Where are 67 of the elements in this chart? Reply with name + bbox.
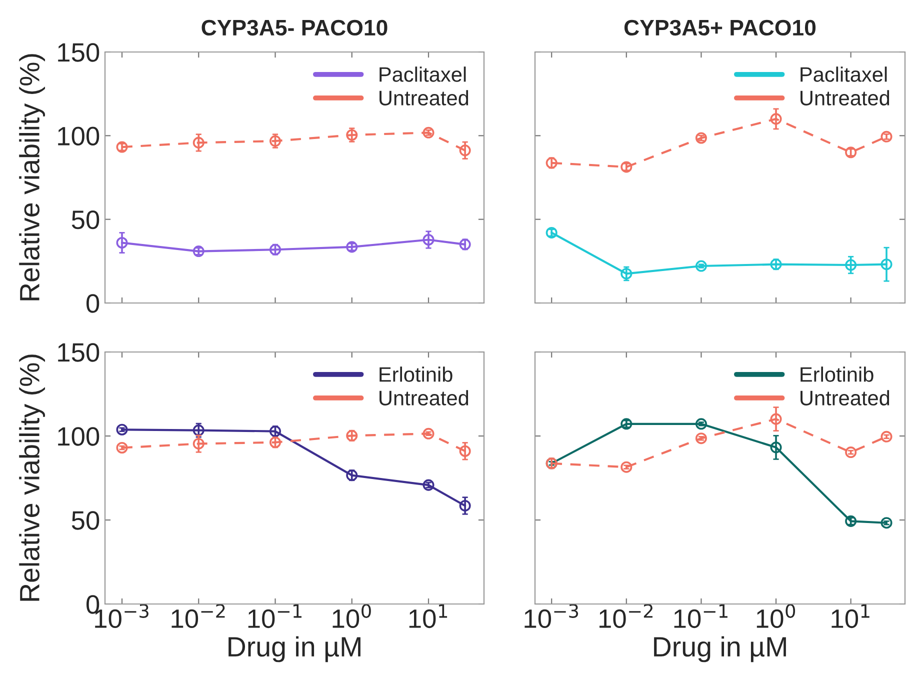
point [770, 413, 782, 425]
x-tick-label: 10$^{−1}$ [674, 604, 728, 628]
point [346, 430, 358, 442]
x-tick-label: 10$^{1}$ [832, 604, 870, 628]
point [346, 241, 358, 253]
y-tick-label: 100 [58, 427, 100, 446]
y-tick-label: 150 [58, 43, 100, 62]
legend-label: Erlotinib [800, 366, 874, 382]
point [192, 438, 204, 450]
x-tick-label: 10$^{1}$ [409, 604, 448, 628]
legend-label: Paclitaxel [380, 66, 466, 82]
x-tick-label: 10$^{−2}$ [600, 604, 652, 628]
point [422, 126, 434, 138]
point [116, 141, 128, 153]
x-tick-label: 10$^{−2}$ [172, 604, 225, 628]
point [422, 234, 434, 246]
point [845, 446, 857, 458]
legend-label: Untreated [800, 390, 890, 406]
point [116, 442, 128, 454]
y-tick-label: 50 [72, 210, 100, 230]
y-axis-title: Relative viability (%) [19, 354, 46, 601]
point [770, 113, 782, 125]
point [620, 268, 632, 280]
y-tick-label: 0 [86, 294, 100, 313]
legend-label: Untreated [380, 90, 468, 106]
point [192, 424, 204, 436]
y-tick-label: 150 [58, 343, 100, 362]
point [269, 426, 282, 438]
point [192, 246, 204, 258]
point [346, 129, 358, 141]
point [269, 135, 282, 147]
legend-label: Untreated [380, 390, 468, 406]
point [116, 236, 128, 249]
point [695, 260, 707, 272]
chart-title: CYP3A5- PACO10 [202, 20, 388, 36]
y-tick-label: 100 [58, 126, 100, 146]
point [269, 244, 282, 256]
point [422, 428, 434, 440]
point [770, 258, 782, 270]
point [192, 136, 204, 148]
point [695, 432, 707, 444]
point [845, 146, 857, 158]
chart-title: CYP3A5+ PACO10 [624, 20, 816, 36]
point [695, 132, 707, 144]
point [845, 259, 857, 271]
point [546, 157, 558, 169]
x-axis-title: Drug in µM [654, 636, 786, 662]
legend-label: Paclitaxel [800, 66, 887, 82]
x-axis-title: Drug in µM [228, 636, 360, 662]
x-tick-label: 10$^{0}$ [756, 604, 796, 628]
point [620, 461, 632, 473]
point [845, 515, 857, 527]
x-tick-label: 10$^{−1}$ [248, 604, 302, 628]
point [620, 161, 632, 173]
legend-label: Erlotinib [380, 366, 452, 382]
point [695, 418, 707, 430]
point [116, 424, 128, 436]
legend-label: Untreated [800, 90, 890, 106]
point [346, 470, 358, 482]
y-axis-title: Relative viability (%) [19, 54, 46, 300]
x-tick-label: 10$^{0}$ [332, 604, 371, 628]
point [269, 436, 282, 448]
point [422, 479, 434, 491]
x-tick-label: 10$^{−3}$ [524, 604, 578, 628]
y-tick-label: 50 [72, 511, 100, 530]
point [620, 418, 632, 430]
point [770, 442, 782, 454]
